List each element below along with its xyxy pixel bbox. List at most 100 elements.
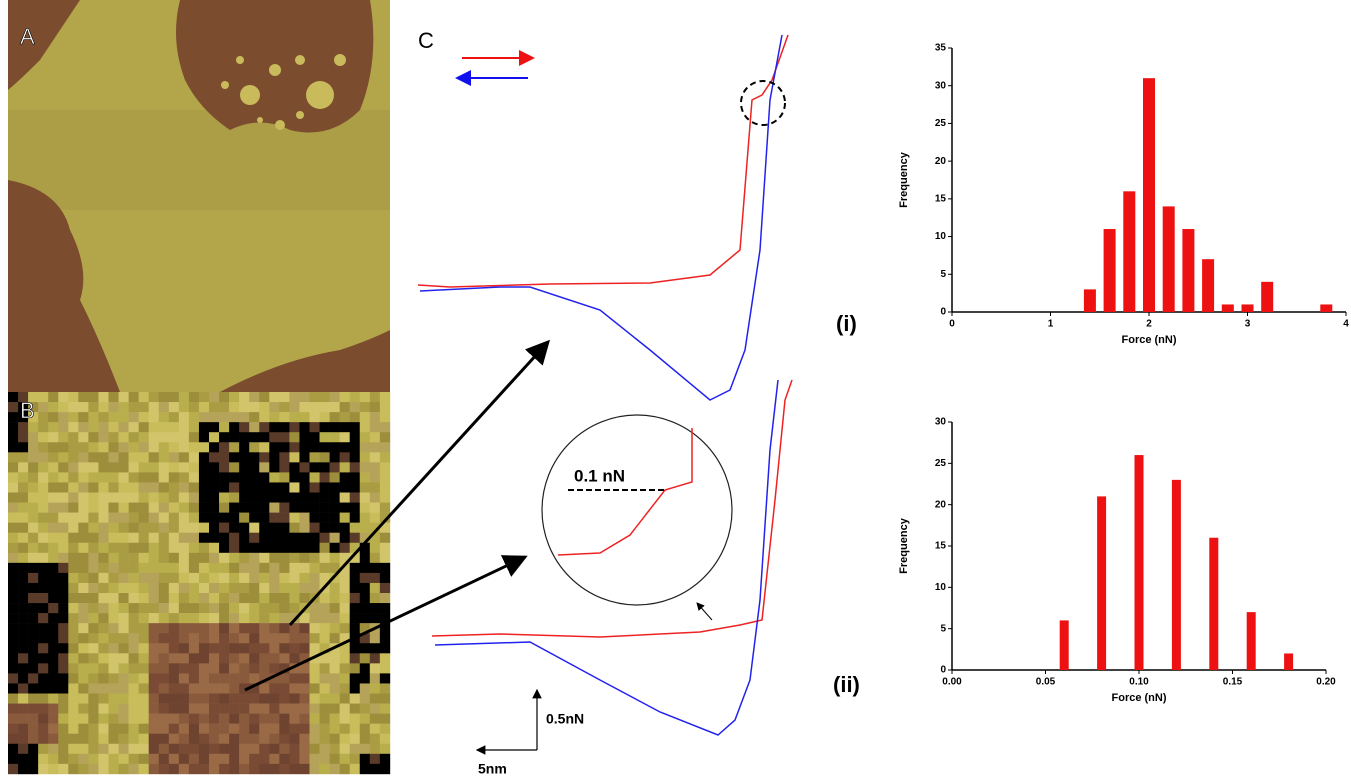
pixel	[128, 663, 139, 674]
pixel	[48, 693, 59, 704]
pixel	[118, 723, 129, 734]
pixel	[138, 663, 149, 674]
pixel	[58, 392, 69, 403]
pixel	[168, 502, 180, 513]
pixel	[158, 582, 170, 594]
pixel	[148, 392, 160, 403]
pixel	[8, 452, 19, 463]
pixel	[18, 462, 29, 473]
pixel	[299, 502, 310, 513]
pixel	[309, 743, 320, 755]
pixel	[8, 763, 19, 775]
pixel	[329, 743, 340, 755]
pixel	[188, 502, 200, 513]
pixel	[168, 703, 180, 714]
pixel	[68, 512, 79, 523]
pixel	[178, 683, 190, 694]
scale-label: 0.5nN	[546, 711, 584, 727]
pixel	[108, 663, 119, 674]
pixel	[38, 572, 49, 584]
pixel	[18, 562, 29, 574]
pixel	[209, 562, 220, 574]
pixel	[369, 613, 381, 624]
pixel	[289, 392, 300, 403]
pixel	[28, 542, 39, 554]
pixel	[18, 683, 29, 694]
pixel	[88, 593, 99, 604]
pixel	[188, 603, 200, 614]
pixel	[138, 593, 149, 604]
bar	[1134, 455, 1144, 670]
pixel	[239, 643, 250, 654]
pixel	[319, 673, 330, 684]
pixel	[188, 392, 200, 403]
pixel	[8, 593, 19, 604]
pixel	[319, 593, 330, 604]
pixel	[168, 552, 180, 564]
pixel	[229, 683, 240, 694]
pixel	[219, 582, 230, 594]
pixel	[249, 603, 260, 614]
pixel	[68, 733, 79, 745]
y-tick-label: 35	[935, 43, 947, 54]
pixel	[239, 753, 250, 765]
pixel	[158, 572, 170, 584]
pixel	[379, 552, 391, 564]
pixel	[128, 653, 139, 664]
pixel	[18, 402, 29, 413]
pixel	[108, 673, 119, 684]
pixel	[18, 643, 29, 654]
pixel	[48, 703, 59, 714]
pixel	[369, 733, 381, 745]
pixel	[58, 572, 69, 584]
bar	[1246, 612, 1256, 670]
pixel	[229, 402, 240, 413]
pixel	[359, 603, 371, 614]
pixel	[299, 643, 310, 654]
pixel	[98, 763, 109, 775]
pixel	[309, 582, 320, 594]
pixel	[118, 733, 129, 745]
pixel	[299, 663, 310, 674]
pixel	[369, 532, 381, 544]
pixel	[279, 603, 290, 614]
pixel	[369, 412, 381, 423]
pixel	[279, 492, 290, 503]
pixel	[269, 743, 280, 755]
pixel	[359, 572, 371, 584]
pixel	[18, 713, 29, 724]
pixel	[239, 492, 250, 503]
pixel	[279, 743, 290, 755]
pixel	[178, 593, 190, 604]
pixel	[349, 693, 361, 704]
pixel	[359, 502, 371, 513]
pixel	[188, 673, 200, 684]
pixel	[198, 442, 210, 453]
pixel	[349, 542, 361, 554]
pixel	[219, 402, 230, 413]
pixel	[28, 713, 39, 724]
pixel	[178, 482, 190, 493]
pixel	[329, 532, 340, 544]
pixel	[359, 582, 371, 594]
x-tick-label: 3	[1245, 319, 1251, 330]
pixel	[118, 613, 129, 624]
pixel	[259, 542, 270, 554]
pixel	[98, 582, 109, 594]
pixel	[128, 582, 139, 594]
pixel	[168, 442, 180, 453]
pixel	[28, 442, 39, 453]
pixel	[148, 482, 160, 493]
pixel	[188, 753, 200, 765]
pixel	[188, 542, 200, 554]
pixel	[319, 743, 330, 755]
pixel	[198, 472, 210, 483]
pixel	[88, 562, 99, 574]
pixel	[48, 572, 59, 584]
pixel	[88, 442, 99, 453]
pixel	[359, 653, 371, 664]
pixel	[309, 713, 320, 724]
pixel	[68, 683, 79, 694]
pixel	[158, 673, 170, 684]
pixel	[188, 623, 200, 634]
